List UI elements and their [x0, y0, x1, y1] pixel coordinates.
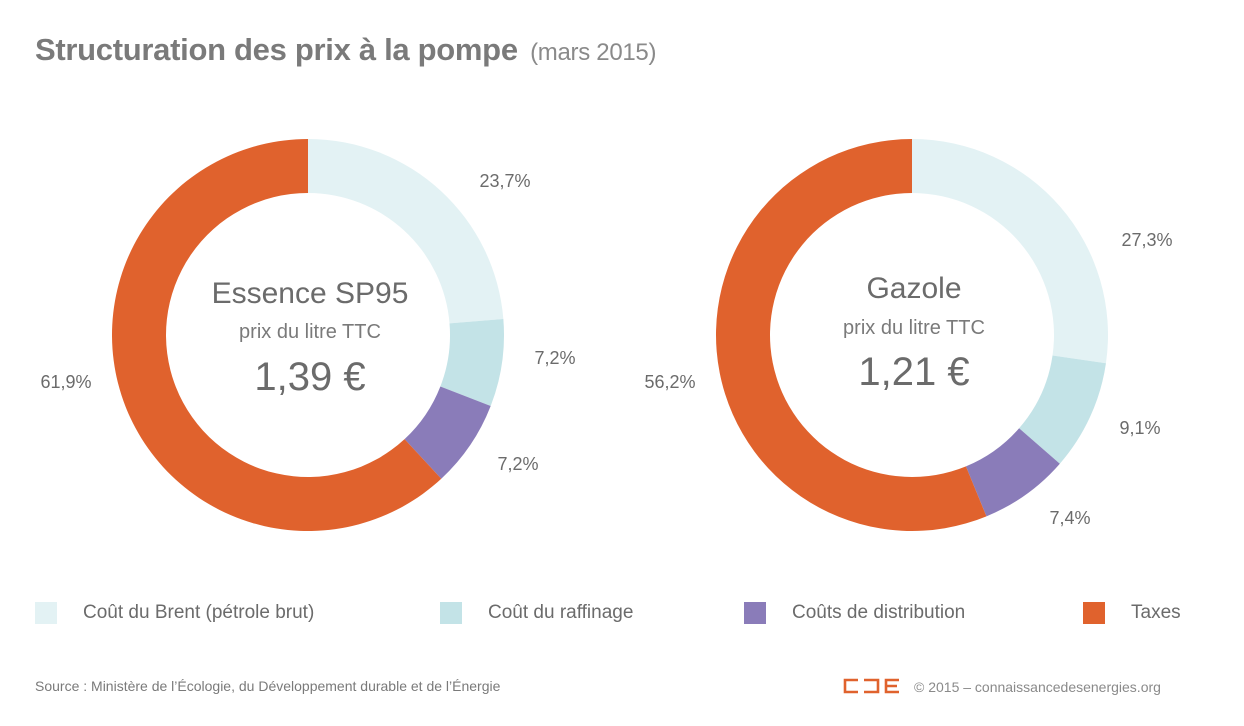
- copyright: © 2015 – connaissancedesenergies.org: [914, 679, 1161, 695]
- slice-label-brent: 23,7%: [479, 171, 530, 191]
- legend-label-brent: Coût du Brent (pétrole brut): [83, 602, 315, 623]
- center-subtitle: prix du litre TTC: [239, 321, 381, 343]
- slice-brent: [308, 139, 504, 324]
- donut-chart-gazole: 27,3% 9,1% 7,4% 56,2% Gazole prix du litre TT…: [644, 139, 1173, 531]
- slice-label-raffinage: 9,1%: [1119, 418, 1160, 438]
- center-subtitle: prix du litre TTC: [843, 317, 985, 339]
- slice-label-raffinage: 7,2%: [534, 348, 575, 368]
- legend: Coût du Brent (pétrole brut) Coût du raf…: [0, 602, 1244, 632]
- donut-charts: 23,7% 7,2% 7,2% 61,9% Essence SP95 prix du li…: [40, 139, 1173, 531]
- center-value: 1,39 €: [254, 355, 365, 399]
- slice-brent: [912, 139, 1109, 364]
- slice-label-taxes: 61,9%: [40, 372, 91, 392]
- legend-swatch-taxes: [1083, 602, 1105, 624]
- legend-swatch-raffinage: [440, 602, 462, 624]
- legend-item-distribution: Coûts de distribution: [744, 602, 965, 624]
- slice-label-distribution: 7,2%: [497, 454, 538, 474]
- center-value: 1,21 €: [858, 350, 969, 394]
- center-title: Gazole: [866, 272, 961, 305]
- slice-label-distribution: 7,4%: [1049, 508, 1090, 528]
- title-subtitle: (mars 2015): [530, 39, 657, 66]
- legend-label-taxes: Taxes: [1131, 602, 1181, 623]
- slice-taxes: [716, 139, 987, 531]
- slice-distribution: [404, 386, 491, 479]
- center-title: Essence SP95: [212, 277, 409, 310]
- legend-swatch-distribution: [744, 602, 766, 624]
- source-note: Source : Ministère de l’Écologie, du Dév…: [35, 678, 501, 694]
- page-title: Structuration des prix à la pompe (mars …: [35, 32, 656, 68]
- title-text: Structuration des prix à la pompe: [35, 32, 518, 67]
- legend-item-taxes: Taxes: [1083, 602, 1181, 624]
- legend-swatch-brent: [35, 602, 57, 624]
- slice-distribution: [965, 428, 1060, 517]
- slice-label-brent: 27,3%: [1121, 230, 1172, 250]
- cde-logo: [843, 678, 899, 694]
- legend-label-distribution: Coûts de distribution: [792, 602, 966, 623]
- slice-raffinage: [1019, 355, 1106, 464]
- slice-taxes: [111, 139, 442, 531]
- legend-item-raffinage: Coût du raffinage: [440, 602, 633, 624]
- slice-label-taxes: 56,2%: [644, 372, 695, 392]
- donut-chart-essence: 23,7% 7,2% 7,2% 61,9% Essence SP95 prix du li…: [40, 139, 576, 531]
- slice-raffinage: [440, 319, 504, 407]
- legend-label-raffinage: Coût du raffinage: [488, 602, 634, 623]
- legend-item-brent: Coût du Brent (pétrole brut): [35, 602, 314, 624]
